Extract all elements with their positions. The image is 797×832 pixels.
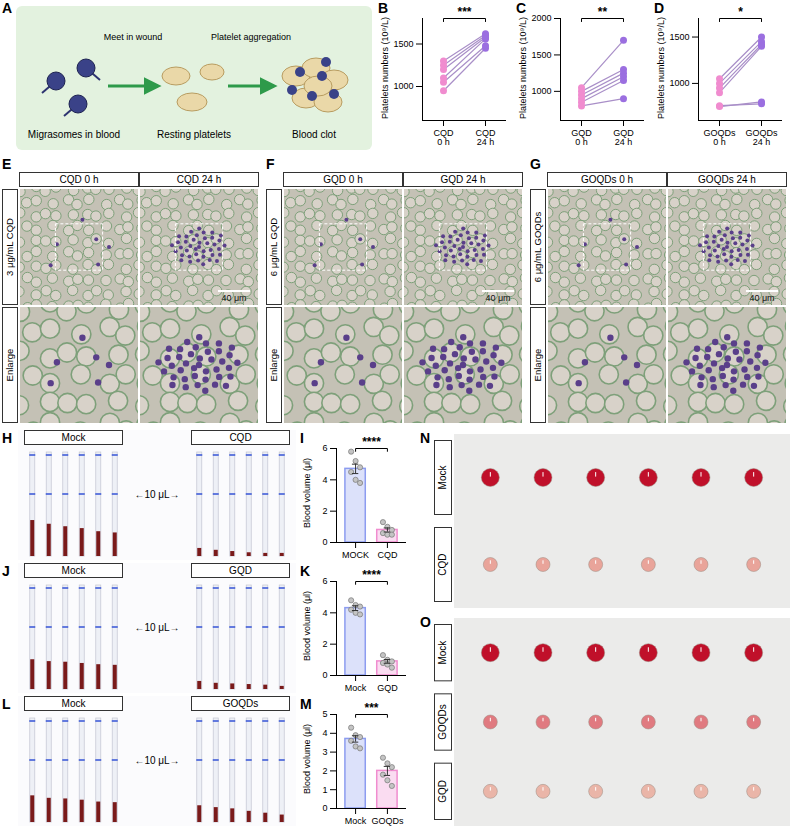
svg-text:40 μm: 40 μm bbox=[221, 293, 246, 303]
svg-text:3 μg/mL CQD: 3 μg/mL CQD bbox=[4, 218, 15, 276]
svg-text:GQD: GQD bbox=[437, 780, 448, 803]
svg-text:0: 0 bbox=[322, 537, 327, 547]
svg-text:Mock: Mock bbox=[62, 698, 87, 709]
svg-text:1500: 1500 bbox=[531, 50, 551, 60]
svg-text:4: 4 bbox=[322, 608, 327, 618]
svg-text:*: * bbox=[738, 5, 743, 19]
svg-text:**: ** bbox=[598, 5, 608, 19]
svg-text:Blood volume (μl): Blood volume (μl) bbox=[302, 458, 312, 528]
html-text:E: E bbox=[2, 156, 12, 172]
svg-text:Enlarge: Enlarge bbox=[4, 349, 15, 382]
svg-text:CQD24 h: CQD24 h bbox=[476, 128, 497, 147]
svg-text:←10 μL→: ←10 μL→ bbox=[134, 489, 179, 500]
svg-text:0: 0 bbox=[322, 803, 327, 813]
svg-text:CQD: CQD bbox=[229, 432, 251, 443]
html-text:F: F bbox=[266, 156, 275, 172]
svg-text:2: 2 bbox=[322, 506, 327, 516]
svg-text:Mock: Mock bbox=[437, 465, 448, 490]
svg-text:GOQDs 24 h: GOQDs 24 h bbox=[698, 174, 756, 185]
svg-text:40 μm: 40 μm bbox=[749, 293, 774, 303]
svg-text:Meet in wound: Meet in wound bbox=[104, 32, 163, 42]
html-text:O: O bbox=[420, 614, 431, 630]
svg-text:GQD0 h: GQD0 h bbox=[571, 128, 592, 147]
svg-text:6: 6 bbox=[322, 576, 327, 586]
svg-text:GOQDs 0 h: GOQDs 0 h bbox=[581, 174, 633, 185]
html-text:J: J bbox=[2, 563, 10, 579]
svg-text:GQD: GQD bbox=[377, 683, 398, 693]
svg-text:Mock: Mock bbox=[62, 432, 87, 443]
svg-text:CQD: CQD bbox=[377, 550, 398, 560]
svg-text:Blood clot: Blood clot bbox=[292, 129, 336, 140]
svg-text:Platelets numbers (10⁹/L): Platelets numbers (10⁹/L) bbox=[518, 17, 528, 119]
svg-text:GOQDs0 h: GOQDs0 h bbox=[703, 128, 736, 147]
svg-text:6: 6 bbox=[322, 443, 327, 453]
svg-text:Enlarge: Enlarge bbox=[532, 349, 543, 382]
svg-text:Resting platelets: Resting platelets bbox=[157, 129, 231, 140]
svg-text:←10 μL→: ←10 μL→ bbox=[134, 755, 179, 766]
svg-text:Platelets numbers (10⁹/L): Platelets numbers (10⁹/L) bbox=[380, 17, 390, 119]
html-text:K: K bbox=[300, 563, 311, 579]
svg-text:***: *** bbox=[364, 701, 378, 715]
svg-text:4: 4 bbox=[322, 475, 327, 485]
html-text:N: N bbox=[420, 430, 431, 446]
svg-text:CQD 24 h: CQD 24 h bbox=[177, 174, 221, 185]
svg-text:4: 4 bbox=[322, 728, 327, 738]
svg-text:Mock: Mock bbox=[345, 816, 367, 826]
html-text:A: A bbox=[2, 0, 13, 16]
svg-text:GQD24 h: GQD24 h bbox=[613, 128, 634, 147]
svg-text:2000: 2000 bbox=[531, 13, 551, 23]
svg-text:40 μm: 40 μm bbox=[485, 293, 510, 303]
svg-text:Enlarge: Enlarge bbox=[268, 349, 279, 382]
svg-text:1000: 1000 bbox=[531, 86, 551, 96]
svg-text:****: **** bbox=[362, 568, 381, 582]
svg-text:1000: 1000 bbox=[669, 78, 689, 88]
svg-text:2: 2 bbox=[322, 639, 327, 649]
svg-text:GQD: GQD bbox=[229, 565, 252, 576]
svg-text:Platelets numbers (10⁹/L): Platelets numbers (10⁹/L) bbox=[656, 17, 666, 119]
html-text:H: H bbox=[2, 430, 13, 446]
svg-text:2: 2 bbox=[322, 766, 327, 776]
html-text:L: L bbox=[2, 696, 11, 712]
svg-text:6 μg/mL GQD: 6 μg/mL GQD bbox=[268, 218, 279, 277]
svg-text:GOQDs: GOQDs bbox=[223, 698, 259, 709]
svg-text:1500: 1500 bbox=[393, 39, 413, 49]
html-text:G: G bbox=[530, 156, 541, 172]
svg-text:0: 0 bbox=[322, 670, 327, 680]
html-text:M: M bbox=[300, 696, 312, 712]
svg-text:MOCK: MOCK bbox=[342, 550, 369, 560]
svg-text:Blood volume (μl): Blood volume (μl) bbox=[302, 724, 312, 794]
svg-text:Platelet aggregation: Platelet aggregation bbox=[211, 32, 291, 42]
svg-text:Mock: Mock bbox=[345, 683, 367, 693]
svg-text:Mock: Mock bbox=[437, 640, 448, 665]
svg-text:←10 μL→: ←10 μL→ bbox=[134, 622, 179, 633]
html-text:I: I bbox=[300, 430, 304, 446]
svg-text:CQD0 h: CQD0 h bbox=[434, 128, 455, 147]
svg-text:3: 3 bbox=[322, 747, 327, 757]
svg-text:1500: 1500 bbox=[669, 32, 689, 42]
svg-text:GOQDs: GOQDs bbox=[437, 704, 448, 740]
html-text:C: C bbox=[516, 0, 527, 16]
svg-text:Migrasomes in blood: Migrasomes in blood bbox=[28, 129, 120, 140]
svg-text:Blood volume (μl): Blood volume (μl) bbox=[302, 591, 312, 661]
svg-text:Mock: Mock bbox=[62, 565, 87, 576]
svg-text:CQD: CQD bbox=[437, 553, 448, 575]
html-text:D: D bbox=[654, 0, 665, 16]
svg-text:GQD 24 h: GQD 24 h bbox=[440, 174, 485, 185]
svg-text:GQD 0 h: GQD 0 h bbox=[323, 174, 362, 185]
html-text:B: B bbox=[378, 0, 389, 16]
svg-text:***: *** bbox=[457, 5, 471, 19]
svg-text:****: **** bbox=[362, 435, 381, 449]
svg-text:1000: 1000 bbox=[393, 81, 413, 91]
svg-text:1: 1 bbox=[322, 785, 327, 795]
svg-text:GOQDs: GOQDs bbox=[371, 816, 404, 826]
svg-text:GOQDs24 h: GOQDs24 h bbox=[745, 128, 778, 147]
svg-text:5: 5 bbox=[322, 709, 327, 719]
svg-text:CQD 0 h: CQD 0 h bbox=[60, 174, 99, 185]
svg-text:6 μg/mL GOQDs: 6 μg/mL GOQDs bbox=[532, 211, 543, 282]
